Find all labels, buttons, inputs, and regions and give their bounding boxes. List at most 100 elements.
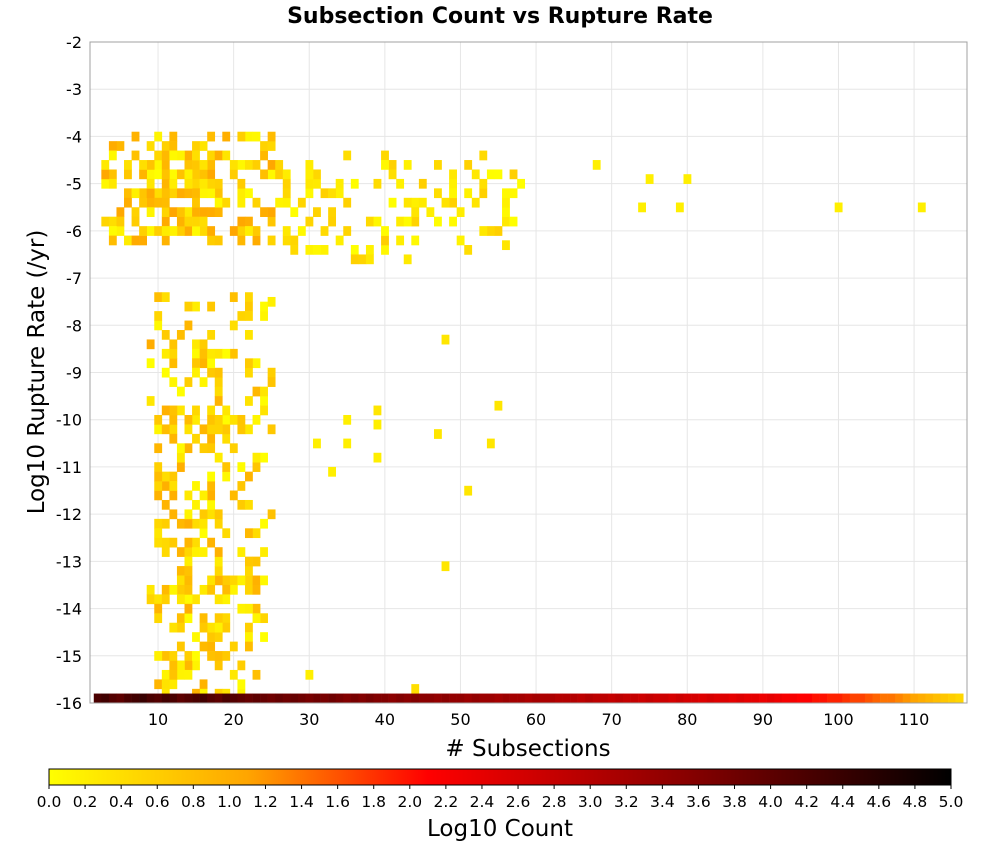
heatmap-cell <box>108 141 117 151</box>
chart-title: Subsection Count vs Rupture Rate <box>287 4 713 29</box>
heatmap-cell <box>169 537 178 548</box>
heatmap-cell <box>207 358 216 369</box>
heatmap-cell <box>154 528 163 539</box>
x-tick-label: 20 <box>223 710 243 729</box>
y-tick-label: -8 <box>66 316 82 335</box>
colorbar-tick-label: 0.4 <box>109 793 134 811</box>
heatmap-cell <box>169 207 178 217</box>
heatmap-cell <box>169 405 178 416</box>
heatmap-cell <box>313 178 321 189</box>
heatmap-cell <box>350 245 359 255</box>
heatmap-cell <box>229 320 238 331</box>
heatmap-cell <box>305 169 314 180</box>
heatmap-cell <box>199 377 208 387</box>
heatmap-cell <box>502 216 510 227</box>
y-tick-label: -14 <box>56 600 82 619</box>
heatmap-cell <box>260 141 268 151</box>
heatmap-cell <box>176 660 185 671</box>
heatmap-cell <box>199 622 208 633</box>
heatmap-cell <box>161 537 170 548</box>
heatmap-cell <box>509 169 518 180</box>
heatmap-cell <box>486 226 495 236</box>
heatmap-cell <box>260 396 268 406</box>
heatmap-cell <box>192 518 200 529</box>
heatmap-cell <box>199 160 208 170</box>
heatmap-cell <box>146 584 155 595</box>
heatmap-cell <box>313 245 321 255</box>
dense-row-cell <box>282 693 291 703</box>
dense-row-cell <box>948 693 956 703</box>
heatmap-cell <box>207 207 216 217</box>
heatmap-cell <box>169 226 178 236</box>
dense-row-cell <box>517 693 526 703</box>
heatmap-cell <box>381 226 389 236</box>
x-tick-label: 30 <box>299 710 319 729</box>
dense-row-cell <box>577 693 586 703</box>
dense-row-cell <box>131 693 140 703</box>
heatmap-cell <box>192 405 200 416</box>
heatmap-cell <box>154 424 163 435</box>
heatmap-cell <box>267 235 276 246</box>
dense-row-cell <box>237 693 246 703</box>
heatmap-cell <box>335 188 344 199</box>
heatmap-cell <box>244 641 253 652</box>
heatmap-cell <box>418 178 427 189</box>
heatmap-cell <box>192 632 200 642</box>
dense-row-cell <box>335 693 344 703</box>
heatmap-cell <box>131 188 140 199</box>
heatmap-cell <box>192 197 200 208</box>
heatmap-cell <box>343 438 352 449</box>
colorbar-tick-label: 2.6 <box>506 793 531 811</box>
heatmap-cell <box>207 405 216 416</box>
heatmap-cell <box>214 377 223 387</box>
dense-row-cell <box>917 693 926 703</box>
heatmap-cell <box>184 216 193 227</box>
heatmap-cell <box>260 150 268 161</box>
heatmap-cell <box>479 178 488 189</box>
dense-row-cell <box>434 693 442 703</box>
heatmap-cell <box>335 235 344 246</box>
heatmap-cell <box>237 131 246 142</box>
dense-row-cell <box>471 693 480 703</box>
heatmap-cell <box>214 178 223 189</box>
heatmap-cell <box>154 292 163 302</box>
dense-row-cell <box>275 693 284 703</box>
heatmap-cell <box>199 348 208 359</box>
heatmap-cell <box>229 584 238 595</box>
heatmap-cell <box>373 178 382 189</box>
heatmap-cell <box>267 424 276 435</box>
heatmap-cell <box>184 414 193 425</box>
heatmap-cell <box>146 358 155 369</box>
heatmap-cell <box>229 348 238 359</box>
dense-row-cell <box>365 693 374 703</box>
heatmap-cell <box>207 414 216 425</box>
heatmap-cell <box>214 414 223 425</box>
dense-row-cell <box>184 693 193 703</box>
heatmap-cell <box>131 216 140 227</box>
heatmap-cell <box>184 603 193 614</box>
dense-row-cell <box>252 693 261 703</box>
heatmap-cell <box>184 377 193 387</box>
heatmap-cell <box>282 188 291 199</box>
heatmap-cell <box>154 188 163 199</box>
heatmap-cell <box>161 150 170 161</box>
heatmap-cell <box>282 235 291 246</box>
heatmap-cell <box>161 216 170 227</box>
colorbar-tick-label: 1.6 <box>325 793 350 811</box>
heatmap-cell <box>146 339 155 350</box>
heatmap-cell <box>252 131 261 142</box>
dense-row-cell <box>502 693 510 703</box>
heatmap-cell <box>192 339 200 350</box>
heatmap-cell <box>124 197 132 208</box>
heatmap-cell <box>131 131 140 142</box>
heatmap-cell <box>169 471 178 482</box>
heatmap-cell <box>207 131 216 142</box>
heatmap-cell <box>146 396 155 406</box>
heatmap-cell <box>222 622 231 633</box>
heatmap-cell <box>214 197 223 208</box>
heatmap-cell <box>184 160 193 170</box>
heatmap-cell <box>176 613 185 624</box>
heatmap-cell <box>199 509 208 520</box>
heatmap-cell <box>207 499 216 510</box>
heatmap-cell <box>237 424 246 435</box>
